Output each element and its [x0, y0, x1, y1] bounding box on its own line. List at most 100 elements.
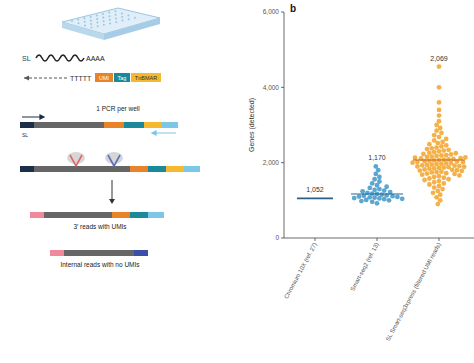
point [437, 85, 442, 90]
data-labels: 1,0521,1702,069 [306, 55, 448, 194]
tag-box [114, 73, 130, 82]
point [387, 198, 392, 203]
point [370, 199, 375, 204]
plate-well [109, 22, 111, 24]
rev-primer [152, 131, 176, 135]
median-line [413, 160, 465, 161]
schematic: SLAAAATTTTTUMITagTnBMAR1 PCR per wellSL3… [20, 8, 200, 268]
point [434, 170, 439, 175]
transposase [67, 152, 85, 164]
y-axis-line [284, 12, 285, 238]
plate-well [108, 12, 110, 14]
tag-block [148, 166, 166, 172]
y-tick [281, 238, 284, 239]
point [459, 169, 464, 174]
point [462, 164, 467, 169]
plate-side [104, 18, 160, 40]
point [425, 171, 430, 176]
transposase [105, 152, 123, 164]
point [382, 197, 387, 202]
point [452, 172, 457, 177]
point [372, 177, 377, 182]
point [439, 131, 444, 136]
point [434, 145, 439, 150]
x-tick [377, 238, 378, 241]
point [384, 184, 389, 189]
umi-label: UMI [99, 75, 110, 81]
fwd-primer [22, 115, 44, 119]
plate-well [114, 10, 116, 12]
y-tick-label: 4,000 [263, 84, 280, 91]
median-line [297, 198, 333, 200]
plate-well [134, 17, 136, 19]
umi-block [104, 122, 124, 128]
plate-well [103, 24, 105, 26]
arrowhead [109, 199, 115, 204]
arrowhead [24, 76, 29, 81]
point [373, 164, 378, 169]
point [441, 175, 446, 180]
median-label: 2,069 [430, 55, 448, 62]
point [427, 176, 432, 181]
tn-block [144, 122, 162, 128]
point [437, 100, 442, 105]
tn5-adapter [108, 155, 120, 166]
point [364, 198, 369, 203]
point [357, 194, 362, 199]
point [425, 147, 430, 152]
point [441, 181, 446, 186]
x-tick-label: SL Smart-seq3xpress (filtered UMI reads) [385, 242, 442, 342]
plate-well [103, 20, 105, 22]
y-tick [281, 87, 284, 88]
point [415, 164, 420, 169]
x-tick-label: Chromium 10X (ref. 27) [283, 242, 318, 300]
point [432, 175, 437, 180]
arrow [112, 180, 113, 200]
point [422, 178, 427, 183]
adapter-block [162, 122, 178, 128]
construct-sl: SL [22, 132, 28, 138]
adapter-right [134, 250, 148, 256]
y-tick-label: 2,000 [263, 159, 280, 166]
cdna [44, 212, 112, 218]
point [457, 164, 462, 169]
point [422, 167, 427, 172]
point [420, 163, 425, 168]
plate-well [97, 25, 99, 27]
point [439, 153, 444, 158]
sl-block [20, 166, 34, 172]
point [400, 196, 405, 201]
y-tick-label: 0 [275, 234, 279, 241]
plate-well [102, 17, 104, 19]
point [431, 190, 436, 195]
tn-label: TnBMAR [135, 75, 157, 81]
point [437, 119, 442, 124]
plate-well [90, 23, 92, 25]
plate-well [128, 18, 130, 20]
plate-side [62, 22, 104, 40]
point [432, 138, 437, 143]
point [441, 148, 446, 153]
point [377, 196, 382, 201]
adapter-block [184, 166, 200, 172]
plate-well [84, 24, 86, 26]
reads-internal: Internal reads with no UMIs [60, 261, 140, 268]
point [439, 169, 444, 174]
tag-label: Tag [118, 75, 127, 81]
reads-umi: 3′ reads with UMIs [73, 223, 127, 230]
mrna [36, 55, 84, 61]
oligo-dt: TTTTT [70, 75, 92, 82]
y-axis: 02,0004,0006,000Chromium 10X (ref. 27)Sm… [263, 8, 474, 342]
point [359, 199, 364, 204]
plate-well [115, 21, 117, 23]
point [375, 201, 380, 206]
plate-well [96, 18, 98, 20]
tn-box [131, 73, 161, 82]
point [446, 177, 451, 182]
median-label: 1,052 [306, 186, 324, 193]
cdna [64, 250, 134, 256]
plate-well [96, 22, 98, 24]
point [453, 151, 458, 156]
point [452, 163, 457, 168]
plate-well [71, 20, 73, 22]
